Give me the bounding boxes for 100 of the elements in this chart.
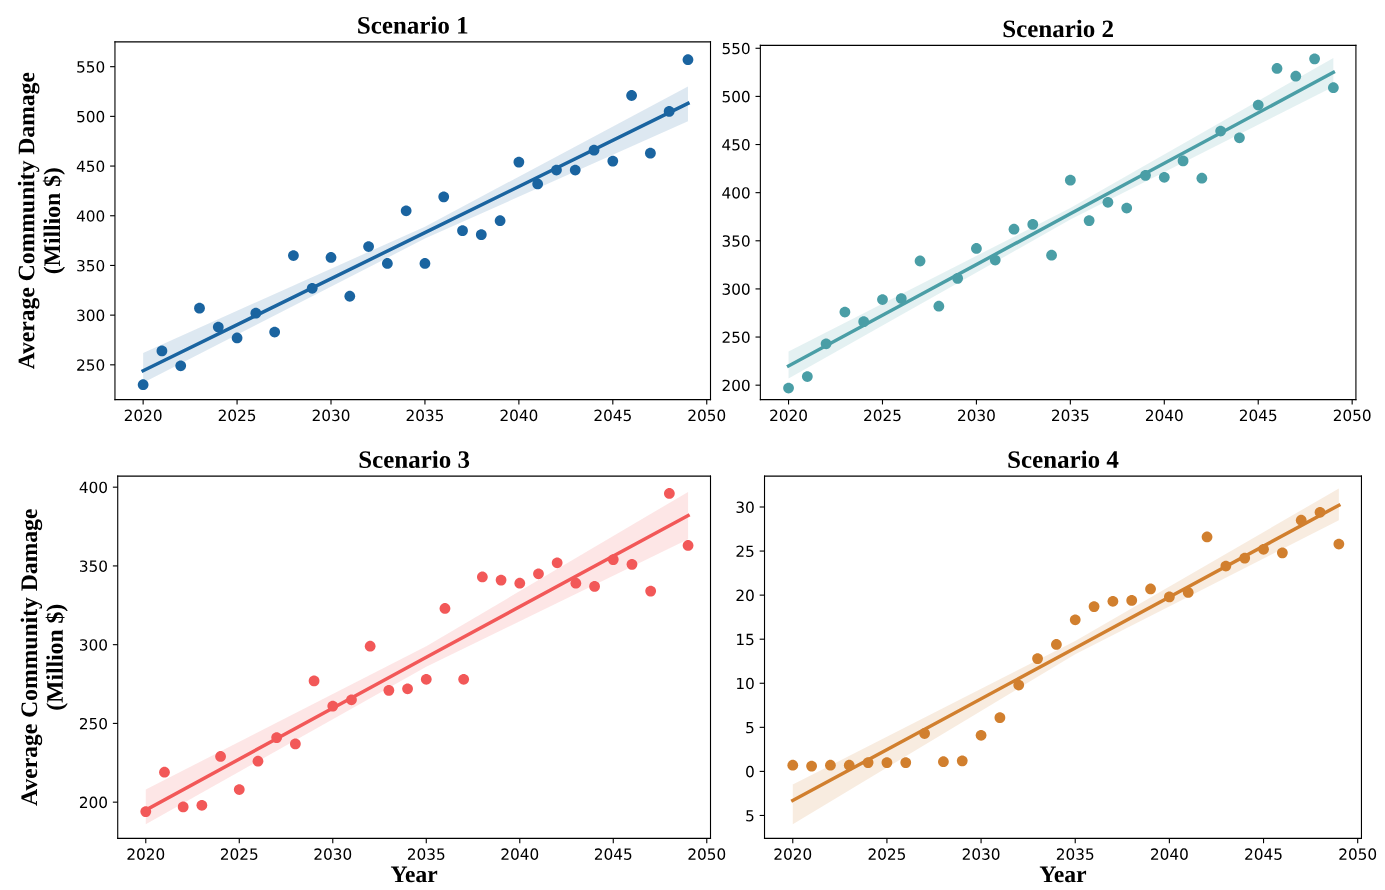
point: [1064, 174, 1076, 186]
point: [1239, 552, 1251, 564]
point: [1083, 215, 1095, 226]
y-tick-label: 250: [79, 717, 107, 730]
x-tick-label: 2050: [1333, 409, 1371, 422]
y-tick-label: 550: [77, 61, 105, 73]
point: [682, 540, 694, 551]
y-tick-label: 300: [80, 639, 107, 651]
y-tick-label: 350: [77, 259, 105, 272]
point: [862, 757, 874, 768]
x-tick-label: 2050: [688, 409, 726, 422]
point: [1196, 172, 1208, 184]
point: [494, 215, 506, 227]
point: [1177, 155, 1189, 167]
point: [1107, 595, 1119, 607]
point: [895, 293, 907, 304]
y-tick-label: 5: [746, 810, 754, 822]
x-tick-label: 2030: [314, 848, 352, 860]
point: [420, 673, 432, 685]
point: [1126, 595, 1138, 606]
y-tick-label: 15: [737, 633, 754, 646]
y-tick-label: 200: [722, 379, 750, 392]
y-tick-label: 0: [746, 765, 754, 778]
y-axis-title: Average Community Damage (Million $): [17, 72, 65, 370]
chart-title: Scenario 4: [1008, 450, 1119, 469]
point: [177, 801, 189, 813]
point: [159, 766, 170, 778]
point: [419, 258, 431, 269]
point: [457, 225, 468, 237]
x-tick-label: 2035: [406, 409, 444, 422]
point: [663, 106, 675, 117]
x-tick-label: 2035: [407, 848, 445, 860]
point: [1258, 543, 1269, 555]
y-tick-label: 400: [76, 210, 105, 222]
y-tick-label: 300: [77, 309, 105, 322]
point: [1046, 249, 1057, 261]
x-tick-label: 2030: [958, 409, 995, 422]
point: [288, 250, 299, 261]
point: [952, 272, 964, 284]
point: [438, 191, 450, 203]
y-tick-label: 350: [722, 235, 750, 247]
point: [1102, 196, 1114, 208]
y-tick-label: 450: [76, 160, 105, 173]
x-tick-label: 2025: [220, 848, 258, 860]
y-tick-label: 500: [77, 110, 105, 123]
point: [175, 360, 187, 372]
point: [194, 302, 205, 314]
point: [381, 258, 393, 269]
y-tick-label: 400: [722, 187, 750, 199]
point: [233, 784, 245, 795]
point: [933, 300, 945, 312]
chart-title: Scenario 1: [358, 16, 468, 34]
point: [801, 371, 813, 382]
y-tick-label: 300: [722, 283, 750, 295]
point: [989, 254, 1001, 266]
point: [825, 759, 836, 771]
point: [458, 673, 470, 685]
x-tick-label: 2020: [127, 848, 165, 860]
point: [252, 755, 264, 767]
point: [975, 729, 987, 741]
point: [476, 571, 488, 583]
point: [956, 755, 968, 767]
point: [971, 243, 982, 254]
point: [1013, 679, 1025, 691]
chart-title: Scenario 3: [359, 450, 470, 469]
point: [919, 728, 930, 739]
point: [1032, 653, 1043, 664]
point: [1220, 560, 1232, 572]
point: [994, 712, 1006, 724]
point: [1201, 531, 1213, 543]
point: [402, 683, 413, 695]
point: [1314, 506, 1326, 518]
y-tick-label: 5: [746, 722, 754, 734]
point: [858, 316, 870, 328]
point: [156, 345, 168, 357]
x-tick-label: 2040: [1151, 848, 1188, 860]
point: [344, 290, 356, 302]
y-tick-label: 20: [736, 589, 754, 602]
point: [196, 799, 208, 811]
point: [513, 156, 525, 168]
point: [140, 806, 152, 817]
point: [250, 307, 262, 319]
point: [475, 229, 487, 241]
point: [1027, 219, 1039, 230]
x-tick-label: 2045: [1245, 848, 1282, 860]
point: [1069, 614, 1081, 626]
x-tick-label: 2050: [1339, 848, 1377, 860]
x-tick-label: 2020: [124, 409, 162, 422]
point: [289, 738, 301, 750]
point: [231, 332, 243, 344]
point: [1088, 601, 1100, 612]
point: [532, 178, 544, 190]
point: [1333, 538, 1345, 550]
x-tick-label: 2040: [1145, 409, 1183, 422]
y-tick-label: 400: [79, 481, 107, 494]
point: [1164, 591, 1175, 603]
x-tick-label: 2025: [864, 409, 901, 422]
point: [783, 382, 794, 394]
point: [1309, 53, 1320, 65]
y-tick-label: 200: [79, 796, 107, 809]
